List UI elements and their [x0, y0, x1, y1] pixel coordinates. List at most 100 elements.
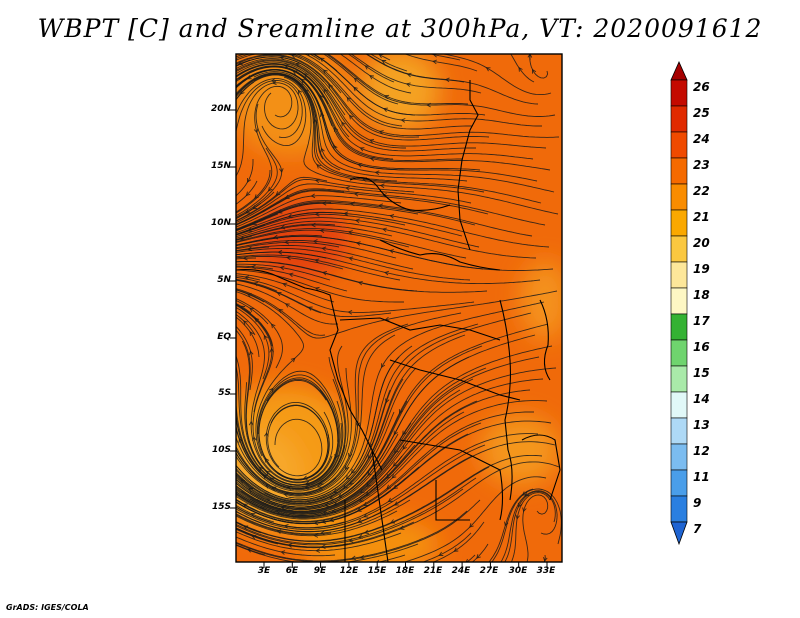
colorbar-label-12: 12: [693, 444, 710, 458]
lon-label-3e: 3E: [257, 566, 271, 576]
streamline: [432, 521, 485, 562]
colorbar-label-11: 11: [693, 470, 710, 484]
streamline-arrow: [378, 130, 384, 135]
streamline-arrow: [254, 317, 260, 323]
streamline-arrow: [248, 420, 254, 426]
streamline-arrow: [282, 282, 288, 288]
streamline: [236, 364, 344, 488]
streamline-arrow: [279, 265, 285, 271]
colorbar-label-15: 15: [693, 366, 710, 380]
streamline: [236, 455, 350, 497]
streamline: [236, 506, 345, 529]
streamline-arrow: [527, 54, 533, 58]
streamline-arrow: [469, 523, 474, 528]
streamline: [504, 490, 556, 562]
colorbar-segment: [670, 209, 688, 237]
lat-label-eq: EQ: [217, 332, 231, 342]
colorbar-label-7: 7: [693, 522, 702, 536]
streamline-arrow: [313, 520, 319, 526]
streamline-arrow: [515, 514, 520, 520]
streamline-arrow: [263, 334, 268, 340]
streamline-arrow: [364, 65, 370, 70]
streamline: [308, 54, 321, 61]
axis-ticks: [230, 109, 548, 568]
streamline-arrow: [382, 227, 387, 233]
streamline-arrow: [387, 497, 393, 502]
streamline-arrow: [363, 513, 369, 518]
streamline: [491, 488, 562, 562]
streamline-arrow: [242, 503, 248, 508]
streamline: [236, 499, 411, 535]
streamline: [236, 389, 461, 514]
streamline: [236, 461, 560, 549]
streamline-arrow: [381, 60, 387, 65]
streamline-arrow: [314, 212, 320, 217]
streamline-arrow: [314, 286, 320, 292]
streamline-arrow: [288, 272, 294, 278]
colorbar-label-20: 20: [693, 236, 710, 250]
streamline-arrow: [363, 501, 369, 506]
streamline: [236, 543, 419, 562]
streamline: [236, 263, 331, 281]
streamline-arrow: [348, 256, 354, 261]
streamline-arrow: [316, 483, 322, 488]
streamline-arrow: [385, 398, 390, 404]
streamline: [236, 200, 533, 237]
colorbar-segment: [670, 235, 688, 263]
colorbar-segment: [670, 495, 688, 523]
colorbar-label-23: 23: [693, 158, 710, 172]
streamline: [236, 61, 476, 152]
streamline-arrow: [381, 363, 386, 369]
streamline-arrow: [269, 477, 275, 482]
colorbar-label-16: 16: [693, 340, 710, 354]
streamline-arrow: [253, 128, 259, 134]
streamline: [236, 82, 299, 177]
streamline-arrow: [248, 487, 254, 493]
streamline-arrow: [333, 501, 339, 506]
colorbar-label-14: 14: [693, 392, 710, 406]
streamline-arrow: [276, 529, 282, 534]
colorbar-segment: [670, 287, 688, 315]
streamline-arrow: [348, 114, 354, 120]
streamline: [236, 444, 486, 530]
streamline-arrow: [345, 185, 350, 191]
credit-text: GrADS: IGES/COLA: [6, 603, 89, 612]
streamline-arrow: [348, 452, 353, 458]
streamline-arrow: [321, 246, 327, 252]
streamline-arrow: [354, 218, 360, 224]
streamline: [236, 378, 346, 489]
streamline-arrow: [264, 484, 270, 489]
colorbar-segment: [670, 183, 688, 211]
streamline-arrow: [249, 331, 254, 336]
chart-title: WBPT [C] and Sreamline at 300hPa, VT: 20…: [37, 14, 763, 43]
streamline-arrow: [278, 308, 284, 314]
streamline-arrow: [297, 89, 303, 95]
lon-label-24e: 24E: [451, 566, 471, 576]
streamline-arrow: [398, 409, 404, 414]
streamline: [236, 85, 293, 214]
wbpt-region-se-22: [480, 415, 560, 485]
streamline-arrow: [355, 422, 361, 427]
streamline-arrow: [357, 518, 363, 524]
streamline: [236, 245, 414, 270]
streamline-arrow: [310, 222, 316, 228]
streamline-arrow: [453, 547, 459, 552]
lon-label-21e: 21E: [423, 566, 443, 576]
streamline: [350, 54, 482, 94]
streamline: [236, 195, 402, 228]
streamline-arrow: [348, 538, 354, 543]
lon-label-18e: 18E: [395, 566, 415, 576]
colorbar-segment: [670, 131, 688, 159]
colorbar-label-21: 21: [693, 210, 710, 224]
lat-label-15s: 15S: [211, 502, 231, 512]
streamline-arrow: [359, 147, 365, 152]
streamline: [236, 72, 468, 182]
streamline: [529, 54, 549, 79]
lon-label-6e: 6E: [285, 566, 299, 576]
streamline: [471, 543, 489, 562]
streamline-arrow: [400, 118, 406, 123]
streamline: [236, 451, 324, 496]
streamline: [510, 492, 551, 562]
streamline-arrow: [312, 239, 318, 244]
